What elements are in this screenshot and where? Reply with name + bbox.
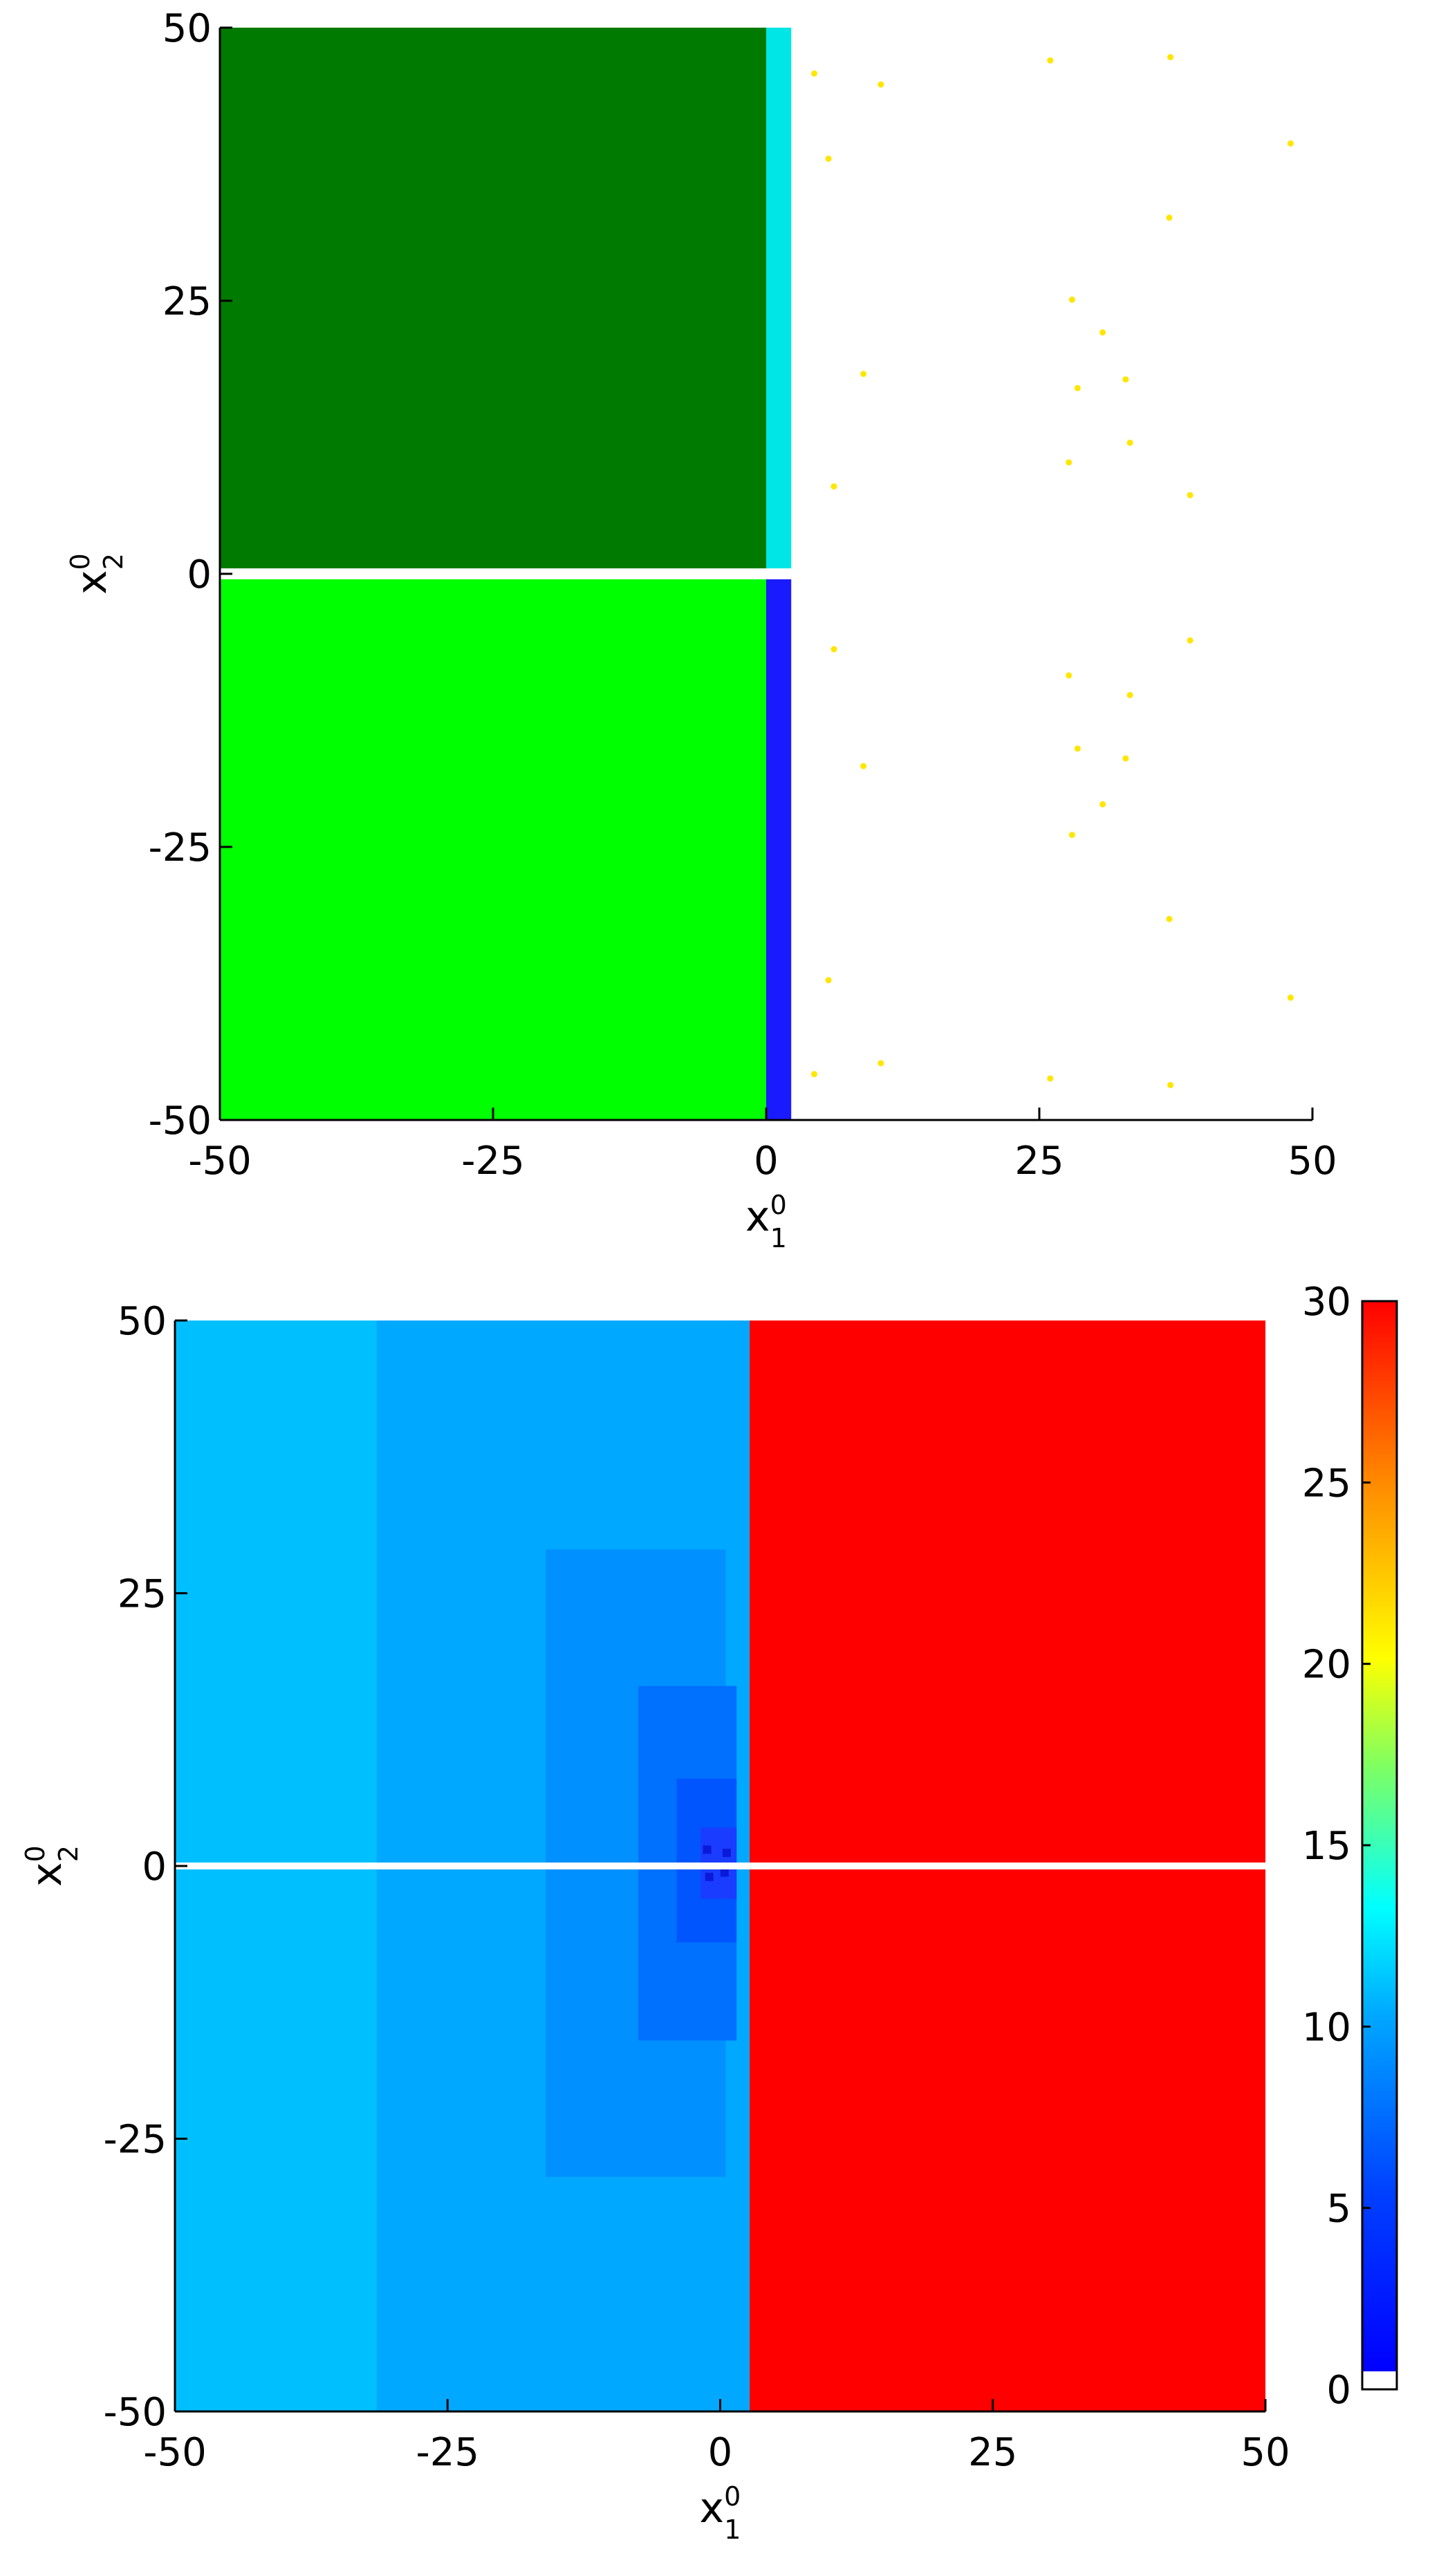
top-y-tick-label: -25 <box>149 825 212 870</box>
top-scatter-point <box>1126 439 1133 446</box>
top-scatter-point <box>1126 691 1133 698</box>
top-y-tick-label: -50 <box>149 1099 212 1144</box>
colorbar-tick-label: 20 <box>1302 1643 1351 1688</box>
top-scatter-point <box>1166 915 1173 922</box>
top-scatter-points <box>811 54 1294 1088</box>
top-scatter-point <box>1066 459 1072 466</box>
top-scatter-point <box>1068 296 1075 303</box>
top-scatter-point <box>1047 1075 1054 1082</box>
bot-x-tick-label: -25 <box>416 2430 479 2475</box>
colorbar: 0 5 10 15 20 25 30 <box>1302 1280 1398 2413</box>
top-y-tick-label: 25 <box>162 279 212 324</box>
top-scatter-point <box>860 763 867 769</box>
top-scatter-point <box>1187 492 1194 498</box>
top-y-axis-label: x0 2 <box>65 553 129 595</box>
bottom-center-speck <box>705 1872 714 1881</box>
top-region-2 <box>766 28 792 569</box>
bot-y-tick-label: -25 <box>104 2118 167 2163</box>
top-scatter-point <box>1047 57 1054 64</box>
top-scatter-point <box>830 483 837 490</box>
top-scatter-point <box>860 371 867 377</box>
top-scatter-point <box>1287 140 1294 147</box>
top-region-1 <box>220 579 766 1120</box>
top-scatter-point <box>830 646 837 653</box>
colorbar-tick-label: 15 <box>1302 1824 1351 1869</box>
bottom-y-axis-label: x0 2 <box>20 1845 84 1887</box>
bottom-center-specks <box>703 1845 731 1881</box>
bottom-center-speck <box>722 1849 731 1858</box>
bottom-axes <box>174 1319 1267 2413</box>
bottom-panel: -50 -25 0 25 50 -50 -25 0 25 50 x0 1 x0 2 <box>20 1299 1290 2545</box>
bot-y-tick-label: 0 <box>142 1845 167 1889</box>
top-plot-regions <box>220 28 1312 1120</box>
top-y-tick-labels: -50 -25 0 25 50 <box>149 6 212 1144</box>
colorbar-gradient <box>1362 1301 1397 2371</box>
bottom-center-speck <box>703 1845 712 1854</box>
bottom-y-tick-labels: -50 -25 0 25 50 <box>104 1299 167 2435</box>
top-scatter-point <box>1068 832 1075 839</box>
top-x-axis-label: x0 1 <box>745 1190 787 1253</box>
bot-y-tick-label: 50 <box>118 1299 167 1344</box>
top-scatter-point <box>1099 801 1106 808</box>
top-scatter-point <box>878 81 884 88</box>
colorbar-tick-label: 0 <box>1326 2368 1351 2413</box>
top-scatter-point <box>825 156 832 162</box>
top-x-tick-label: -25 <box>461 1139 524 1184</box>
bot-x-tick-label: 25 <box>968 2430 1017 2475</box>
bottom-center-speck <box>720 1868 729 1877</box>
bot-y-tick-label: 25 <box>118 1572 167 1617</box>
bot-x-tick-label: 0 <box>708 2430 733 2475</box>
top-axes <box>219 26 1314 1121</box>
top-x-tick-label: 25 <box>1014 1139 1064 1184</box>
top-x-tick-label: -50 <box>188 1139 251 1184</box>
top-scatter-point <box>1167 1081 1174 1088</box>
colorbar-empty-segment <box>1362 2371 1397 2389</box>
bottom-x-tick-labels: -50 -25 0 25 50 <box>143 2430 1290 2475</box>
top-region-4 <box>791 28 1312 1120</box>
colorbar-tick-label: 5 <box>1326 2187 1351 2232</box>
top-scatter-point <box>811 1071 818 1078</box>
top-scatter-point <box>1122 376 1129 383</box>
top-region-0 <box>220 28 766 569</box>
top-scatter-point <box>1074 384 1081 391</box>
top-x-tick-label: 50 <box>1288 1139 1337 1184</box>
top-region-3 <box>766 579 792 1120</box>
top-panel: -50 -25 0 25 50 -50 -25 0 25 50 x0 1 x0 2 <box>65 6 1337 1253</box>
bot-x-tick-label: -50 <box>143 2430 206 2475</box>
top-scatter-point <box>825 977 832 984</box>
top-scatter-point <box>811 70 818 77</box>
top-scatter-point <box>1122 755 1129 762</box>
colorbar-tick-label: 10 <box>1302 2005 1351 2050</box>
top-scatter-point <box>1074 745 1081 752</box>
colorbar-tick-label: 25 <box>1302 1461 1351 1506</box>
top-scatter-point <box>1287 994 1294 1001</box>
top-scatter-point <box>1099 329 1106 336</box>
top-scatter-point <box>1187 637 1194 644</box>
top-zero-gap-line <box>220 570 792 577</box>
colorbar-ticks: 0 5 10 15 20 25 30 <box>1302 1280 1371 2413</box>
top-y-tick-label: 50 <box>162 6 212 51</box>
bottom-zero-gap-line <box>175 1863 1265 1869</box>
top-scatter-point <box>878 1060 884 1067</box>
top-x-tick-labels: -50 -25 0 25 50 <box>188 1139 1337 1184</box>
top-scatter-point <box>1167 54 1174 61</box>
top-scatter-point <box>1066 672 1072 679</box>
top-scatter-point <box>1166 214 1173 221</box>
top-y-tick-label: 0 <box>187 552 212 597</box>
bottom-x-axis-label: x0 1 <box>700 2481 741 2545</box>
colorbar-tick-label: 30 <box>1302 1280 1351 1325</box>
bot-x-tick-label: 50 <box>1241 2430 1290 2475</box>
top-x-tick-label: 0 <box>754 1139 779 1184</box>
bot-y-tick-label: -50 <box>104 2390 167 2435</box>
